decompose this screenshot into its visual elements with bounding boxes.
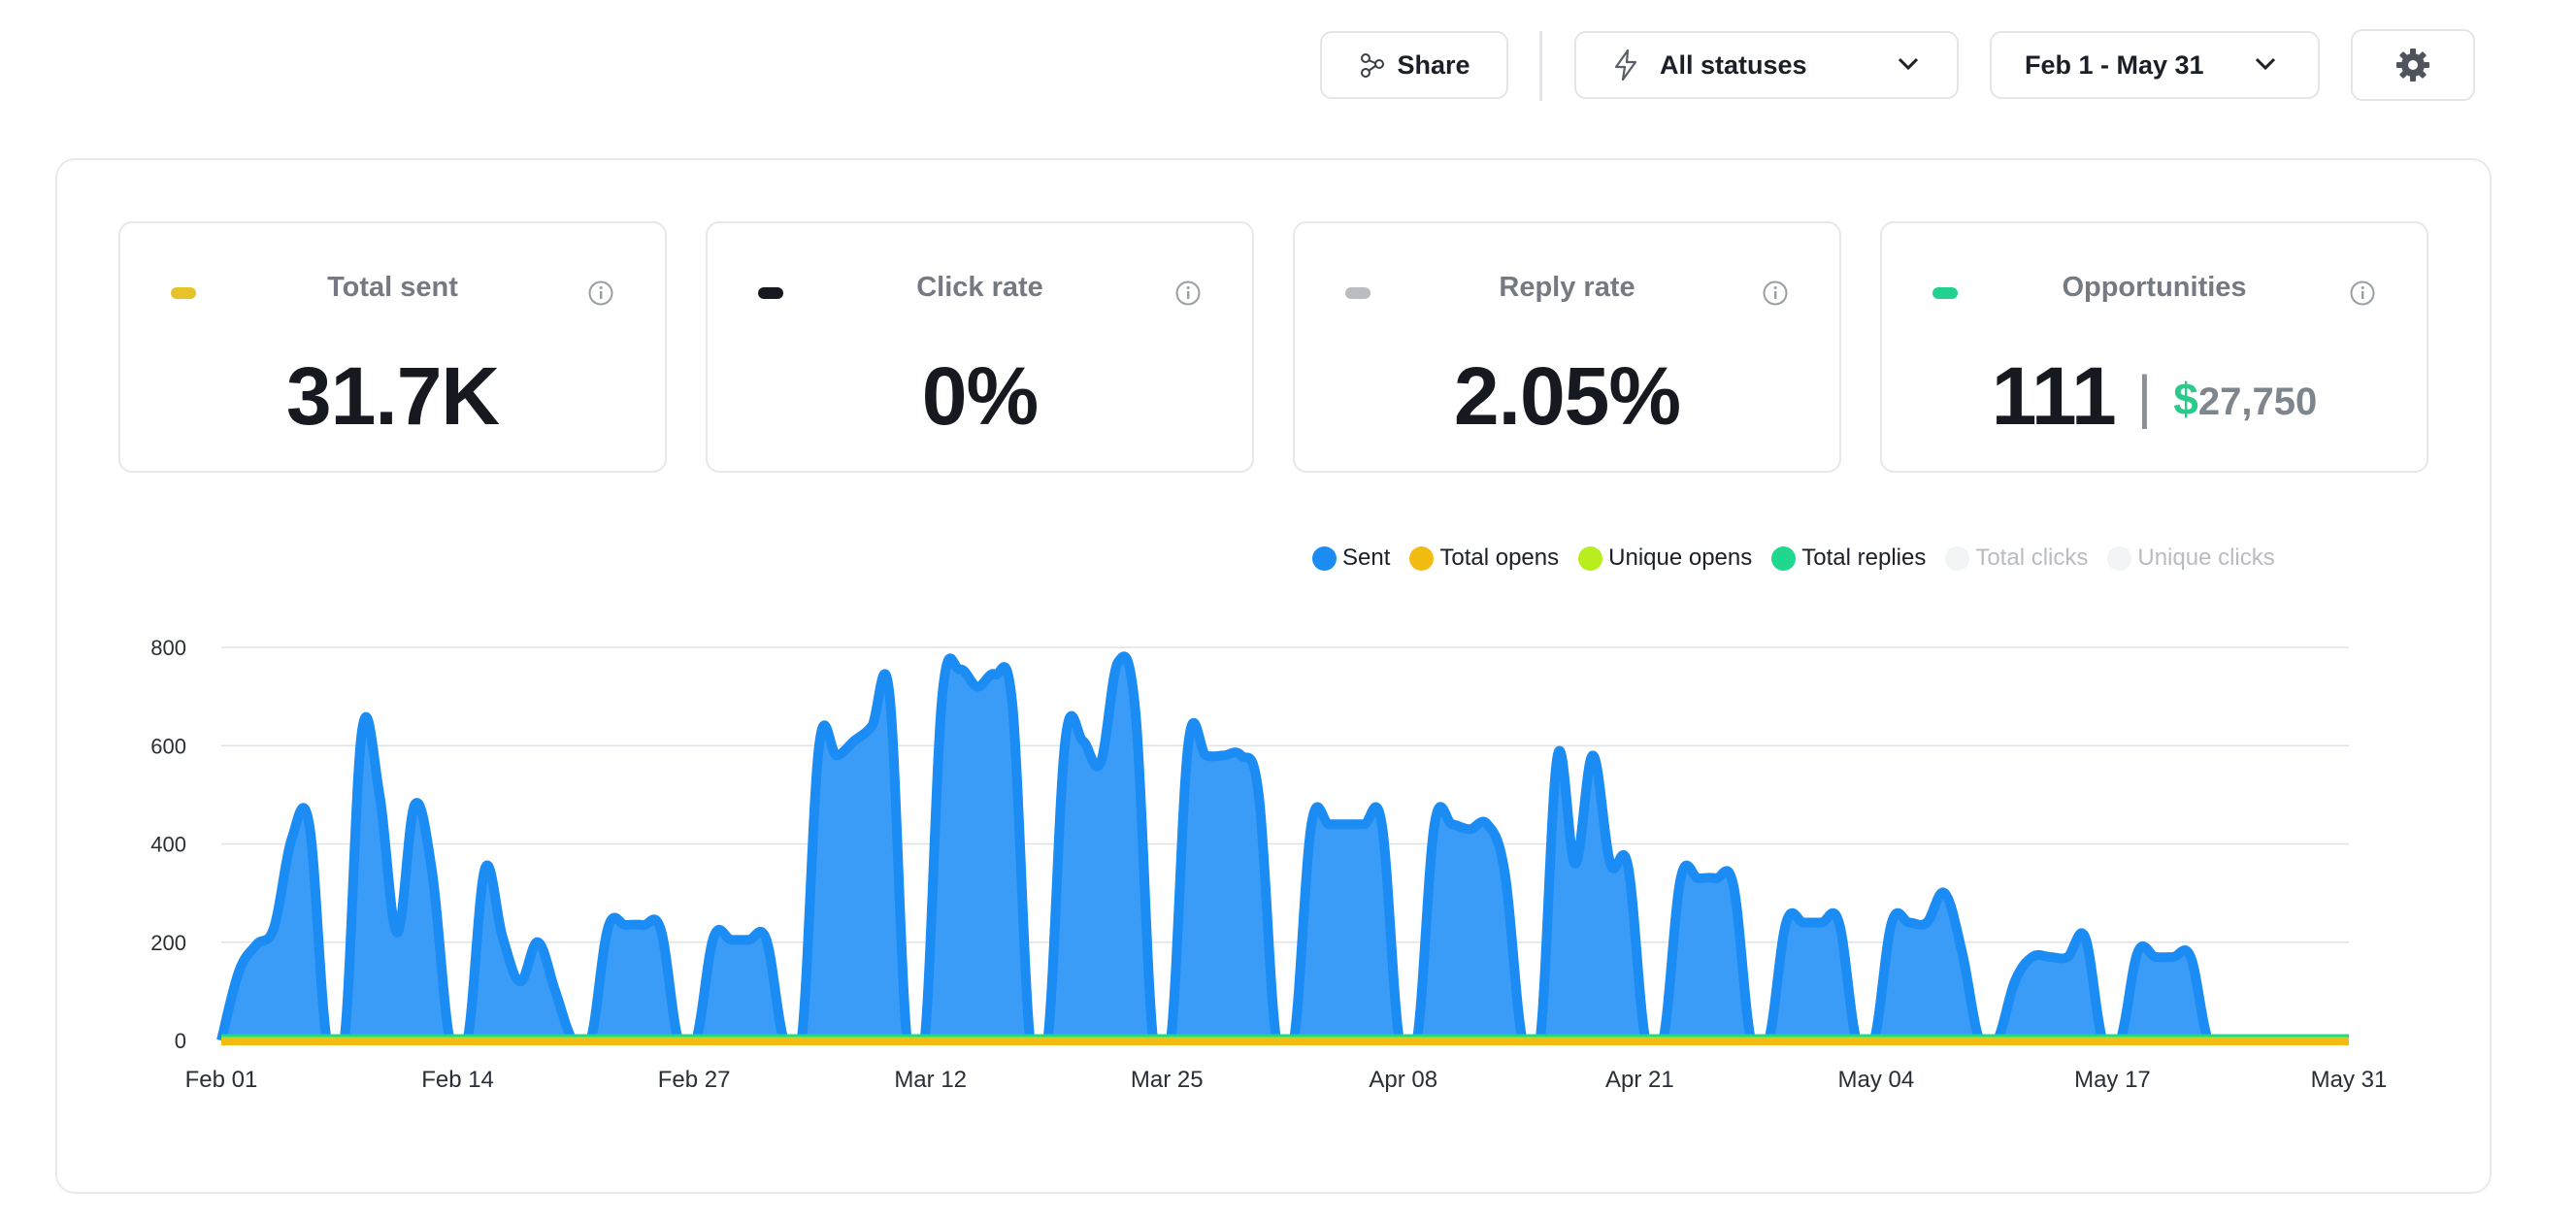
info-icon[interactable] xyxy=(2349,280,2376,312)
date-range-select[interactable]: Feb 1 - May 31 xyxy=(1990,31,2320,99)
legend-item-unique-opens[interactable]: Unique opens xyxy=(1578,544,1752,572)
metric-label: Opportunities xyxy=(2062,272,2247,303)
legend-dot xyxy=(1945,545,1970,571)
y-tick-label: 600 xyxy=(150,734,186,758)
y-tick-label: 400 xyxy=(150,833,186,857)
metric-card-reply-rate: Reply rate 2.05% xyxy=(1293,221,1841,473)
metric-label: Total sent xyxy=(327,272,458,303)
legend-item-unique-clicks[interactable]: Unique clicks xyxy=(2107,544,2275,572)
legend-item-sent[interactable]: Sent xyxy=(1312,544,1390,572)
metric-label: Reply rate xyxy=(1499,272,1635,303)
chevron-down-icon xyxy=(1897,56,1920,72)
info-icon[interactable] xyxy=(1762,280,1789,312)
metric-value: 111 | $27,750 xyxy=(1882,349,2427,444)
amount-value: 27,750 xyxy=(2197,380,2318,423)
sent-area-fill xyxy=(221,656,2349,1040)
legend-label: Sent xyxy=(1342,544,1391,571)
x-tick-label: Mar 12 xyxy=(894,1067,967,1093)
gear-icon xyxy=(2394,47,2431,83)
metric-card-total-sent: Total sent 31.7K xyxy=(118,221,667,473)
legend-label: Total replies xyxy=(1801,544,1927,571)
share-icon xyxy=(1358,50,1387,80)
metric-indicator xyxy=(1932,287,1958,299)
legend-label: Total opens xyxy=(1439,544,1560,571)
chevron-down-icon xyxy=(2254,56,2277,72)
x-tick-label: Feb 01 xyxy=(185,1067,258,1093)
legend-dot xyxy=(1409,545,1435,571)
metric-value: 31.7K xyxy=(285,350,500,442)
settings-button[interactable] xyxy=(2351,29,2475,101)
metric-label: Click rate xyxy=(916,272,1043,303)
x-tick-label: Apr 21 xyxy=(1605,1067,1674,1093)
opportunities-count: 111 xyxy=(1991,350,2117,442)
x-tick-label: Feb 14 xyxy=(421,1067,494,1093)
date-range-value: Feb 1 - May 31 xyxy=(2025,50,2204,80)
x-tick-label: May 17 xyxy=(2074,1067,2151,1093)
metric-indicator xyxy=(1345,287,1371,299)
info-icon[interactable] xyxy=(1174,280,1202,312)
opportunities-amount: $27,750 xyxy=(2173,373,2317,425)
legend-item-total-opens[interactable]: Total opens xyxy=(1409,544,1559,572)
status-select-value: All statuses xyxy=(1660,50,1807,80)
metric-value: 2.05% xyxy=(1453,350,1681,442)
x-tick-label: Feb 27 xyxy=(658,1067,731,1093)
toolbar-divider xyxy=(1539,31,1542,101)
x-tick-label: Apr 08 xyxy=(1369,1067,1437,1093)
sent-series-line xyxy=(216,651,2349,1045)
value-separator: | xyxy=(2136,364,2153,429)
y-tick-label: 0 xyxy=(175,1029,186,1053)
share-button[interactable]: Share xyxy=(1320,31,1508,99)
y-tick-label: 200 xyxy=(150,931,186,955)
metric-value: 0% xyxy=(921,350,1039,442)
metric-card-click-rate: Click rate 0% xyxy=(706,221,1254,473)
legend-dot xyxy=(1578,545,1603,571)
y-tick-label: 800 xyxy=(150,636,186,660)
currency-symbol: $ xyxy=(2173,374,2198,424)
metric-indicator xyxy=(171,287,196,299)
legend-dot xyxy=(2107,545,2132,571)
legend-label: Total clicks xyxy=(1975,544,2089,571)
status-select[interactable]: All statuses xyxy=(1574,31,1959,99)
chart-legend: Sent Total opens Unique opens Total repl… xyxy=(1312,544,2275,572)
legend-item-total-replies[interactable]: Total replies xyxy=(1771,544,1926,572)
legend-dot xyxy=(1312,545,1337,571)
legend-label: Unique clicks xyxy=(2137,544,2275,571)
x-tick-label: May 04 xyxy=(1838,1067,1915,1093)
lightning-icon xyxy=(1611,49,1640,82)
x-tick-label: May 31 xyxy=(2311,1067,2388,1093)
info-icon[interactable] xyxy=(587,280,614,312)
legend-label: Unique opens xyxy=(1608,544,1753,571)
legend-dot xyxy=(1771,545,1797,571)
legend-item-total-clicks[interactable]: Total clicks xyxy=(1945,544,2088,572)
share-label: Share xyxy=(1397,50,1470,80)
metric-card-opportunities: Opportunities 111 | $27,750 xyxy=(1880,221,2428,473)
metric-indicator xyxy=(758,287,783,299)
x-tick-label: Mar 25 xyxy=(1131,1067,1204,1093)
